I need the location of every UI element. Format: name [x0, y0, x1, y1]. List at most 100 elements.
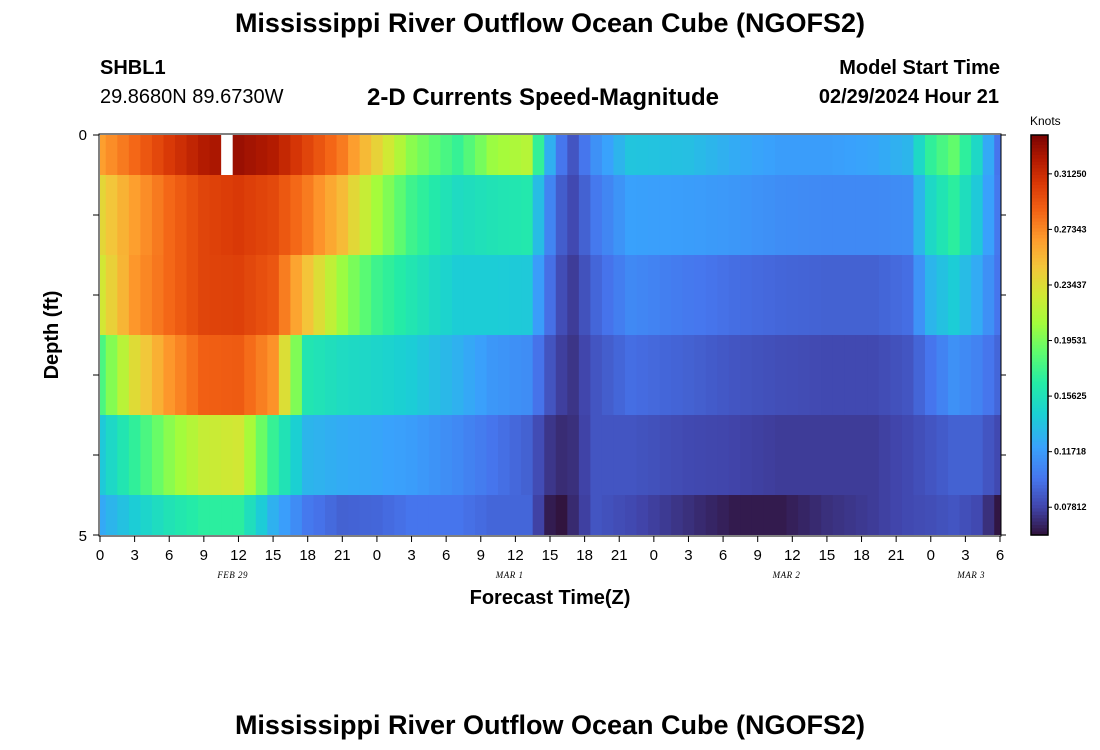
heatmap-cell [613, 415, 626, 495]
x-tick-label: 15 [819, 547, 836, 564]
heatmap-cell [890, 495, 903, 535]
colorbar-segment [1031, 515, 1048, 519]
heatmap-cell [359, 415, 372, 495]
heatmap-cell [971, 255, 984, 335]
colorbar-tick-label: 0.23437 [1054, 280, 1087, 290]
heatmap-cell [705, 135, 718, 175]
heatmap-cell [544, 175, 557, 255]
heatmap-cell [198, 335, 211, 415]
heatmap-cell [255, 495, 268, 535]
heatmap-cell [728, 135, 741, 175]
heatmap-cell [486, 495, 499, 535]
heatmap-cell [244, 135, 257, 175]
heatmap-cell [775, 255, 788, 335]
heatmap-cell [128, 495, 141, 535]
heatmap-cell [694, 335, 707, 415]
heatmap-cell [786, 495, 799, 535]
heatmap-cell [475, 255, 488, 335]
heatmap-cell [798, 135, 811, 175]
heatmap-cell [105, 335, 118, 415]
heatmap-cell [440, 335, 453, 415]
heatmap-cell [971, 175, 984, 255]
colorbar-segment [1031, 415, 1048, 419]
heatmap-cell [671, 135, 684, 175]
colorbar-segment [1031, 318, 1048, 323]
colorbar-segment [1031, 375, 1048, 379]
colorbar-segment [1031, 181, 1048, 186]
heatmap-cell [855, 415, 868, 495]
colorbar-segment [1031, 245, 1048, 249]
heatmap-cell [613, 495, 626, 535]
heatmap-cell [890, 255, 903, 335]
heatmap-cell [290, 335, 303, 415]
heatmap-cell [232, 335, 245, 415]
colorbar-segment [1031, 518, 1048, 523]
heatmap-cell [982, 135, 995, 175]
heatmap-cell [232, 255, 245, 335]
heatmap-cell [451, 415, 465, 495]
colorbar-segment [1031, 238, 1048, 243]
heatmap-cell [728, 255, 741, 335]
heatmap-cell [936, 135, 949, 175]
heatmap-cell [798, 415, 811, 495]
heatmap-cell [244, 415, 257, 495]
colorbar-segment [1031, 201, 1048, 206]
heatmap-cell [221, 335, 234, 415]
x-tick-label: 21 [888, 547, 905, 564]
heatmap-cell [498, 255, 511, 335]
heatmap-cell [521, 135, 534, 175]
colorbar-segment [1031, 271, 1048, 276]
heatmap-cell [544, 255, 557, 335]
heatmap-cell [475, 135, 488, 175]
colorbar-segment [1031, 305, 1048, 309]
heatmap-cell [428, 335, 441, 415]
heatmap-cell [186, 175, 199, 255]
colorbar-segment [1031, 288, 1048, 293]
heatmap-cell [405, 335, 418, 415]
heatmap-cell [671, 175, 684, 255]
heatmap-cell [417, 175, 430, 255]
heatmap-cell [878, 255, 891, 335]
heatmap-cell [532, 135, 545, 175]
heatmap-cell [186, 255, 199, 335]
heatmap-cell [290, 175, 303, 255]
heatmap-cell [821, 415, 834, 495]
heatmap-cell [809, 135, 822, 175]
heatmap-cell [290, 135, 303, 175]
heatmap-cell [417, 255, 430, 335]
heatmap-cell [105, 415, 118, 495]
colorbar-segment [1031, 401, 1048, 406]
heatmap-cell [509, 415, 522, 495]
heatmap-cell [763, 415, 776, 495]
heatmap-cell [128, 335, 141, 415]
heatmap-cell [613, 335, 626, 415]
heatmap-cell [475, 415, 488, 495]
heatmap-cell [982, 495, 995, 535]
heatmap-cell [901, 415, 915, 495]
heatmap-cell [486, 255, 499, 335]
colorbar-segment [1031, 481, 1048, 486]
heatmap-cell [994, 135, 1001, 175]
heatmap-cell [532, 415, 545, 495]
colorbar-segment [1031, 308, 1048, 313]
colorbar-segment [1031, 511, 1048, 516]
x-tick-label: 0 [650, 547, 658, 564]
heatmap-cell [521, 335, 534, 415]
heatmap-cell [578, 495, 591, 535]
heatmap-cell [832, 335, 845, 415]
heatmap-cell [313, 335, 326, 415]
heatmap-cell [775, 335, 788, 415]
heatmap-cell [775, 415, 788, 495]
heatmap-cell [140, 135, 153, 175]
heatmap-cell [348, 495, 361, 535]
colorbar-segment [1031, 368, 1048, 373]
heatmap-cell [728, 495, 741, 535]
colorbar-segment [1031, 251, 1048, 256]
heatmap-cell [775, 495, 788, 535]
colorbar-tick-label: 0.27343 [1054, 224, 1087, 234]
heatmap-cell [486, 175, 499, 255]
heatmap-cell [440, 495, 453, 535]
y-tick-label: 5 [79, 528, 87, 545]
heatmap-cell [982, 175, 995, 255]
heatmap-cell [371, 175, 384, 255]
